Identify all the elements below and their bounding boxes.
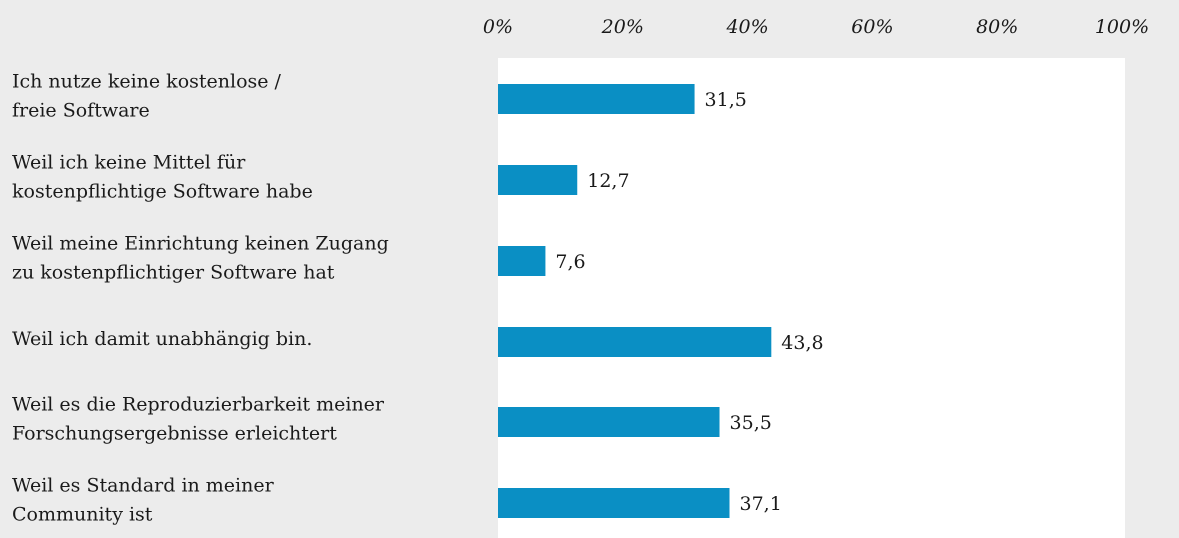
x-tick-label: 40% bbox=[725, 16, 768, 38]
x-tick-label: 0% bbox=[483, 16, 513, 38]
category-label: Weil ich keine Mittel für bbox=[12, 152, 246, 174]
category-label: Ich nutze keine kostenlose / bbox=[12, 71, 282, 93]
value-label: 7,6 bbox=[555, 251, 585, 273]
category-label: zu kostenpflichtiger Software hat bbox=[12, 262, 335, 284]
bar bbox=[498, 165, 578, 195]
value-label: 35,5 bbox=[730, 412, 772, 434]
x-tick-label: 20% bbox=[601, 16, 644, 38]
bar bbox=[498, 488, 730, 518]
category-label: Weil es Standard in meiner bbox=[12, 475, 275, 497]
value-label: 37,1 bbox=[740, 493, 782, 515]
category-label: Weil ich damit unabhängig bin. bbox=[12, 328, 312, 350]
category-label: Weil es die Reproduzierbarkeit meiner bbox=[12, 394, 385, 416]
bar bbox=[498, 84, 695, 114]
x-tick-label: 80% bbox=[976, 16, 1018, 38]
bar bbox=[498, 327, 772, 357]
category-label: Forschungsergebnisse erleichtert bbox=[12, 423, 337, 445]
value-label: 31,5 bbox=[705, 89, 747, 111]
category-label: Weil meine Einrichtung keinen Zugang bbox=[12, 233, 389, 255]
x-tick-label: 100% bbox=[1095, 16, 1149, 38]
x-tick-label: 60% bbox=[851, 16, 893, 38]
plot-area bbox=[498, 58, 1125, 538]
category-label: Community ist bbox=[12, 504, 153, 526]
category-label: freie Software bbox=[12, 100, 150, 122]
category-label: kostenpflichtige Software habe bbox=[12, 181, 313, 203]
bar bbox=[498, 407, 720, 437]
value-label: 12,7 bbox=[587, 170, 629, 192]
value-label: 43,8 bbox=[781, 332, 823, 354]
bar bbox=[498, 246, 546, 276]
